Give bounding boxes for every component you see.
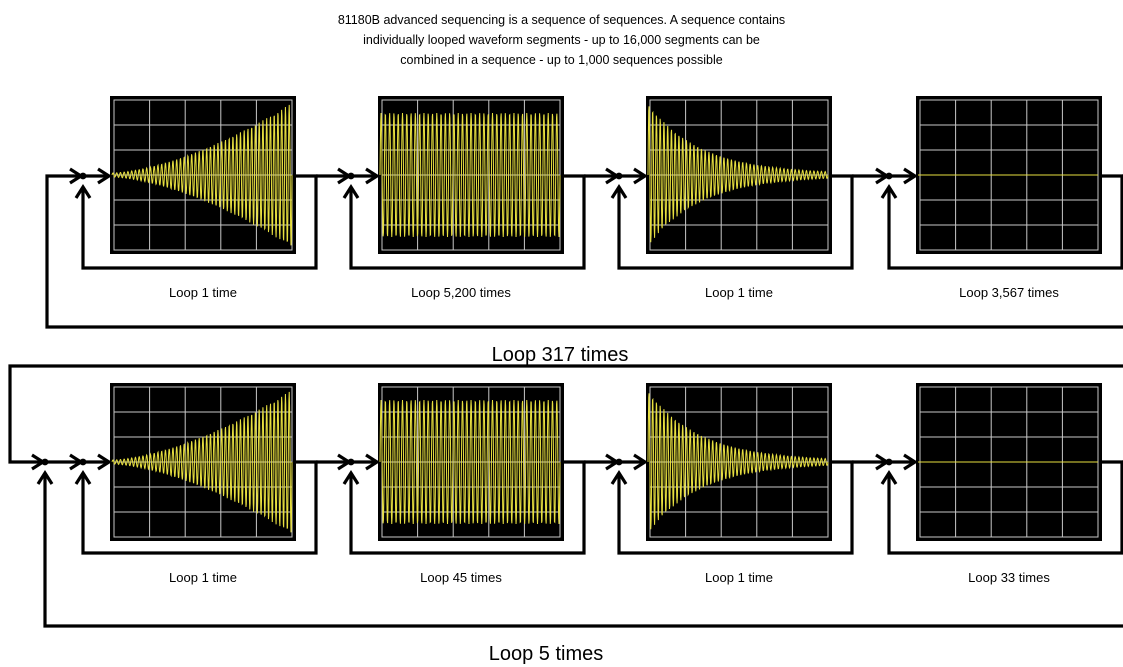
arrow-up [342,470,360,485]
segment-4: Loop 3,567 times [880,96,1123,300]
caption-line-3: combined in a sequence - up to 1,000 seq… [400,53,723,67]
sequence-1: Loop 1 time Loop 5,200 times Loop 1 time Lo… [45,96,1123,366]
arrow-up [36,470,54,485]
diagram-caption: 81180B advanced sequencing is a sequence… [0,10,1123,70]
arrow-right [903,453,918,471]
segment-loop-line [81,460,318,555]
segment-2: Loop 45 times [342,383,586,585]
waveform-trace [111,391,293,533]
segment-loop-label: Loop 33 times [968,570,1050,585]
arrow-right [605,453,620,471]
segment-loop-line [349,174,586,270]
waveform-trace [647,106,829,243]
arrow-up [610,184,628,199]
arrow-up [610,470,628,485]
segment-2: Loop 5,200 times [342,96,586,300]
arrow-right [633,453,648,471]
segment-loop-line [81,174,318,270]
sequence-entry-line [8,364,1123,464]
caption-line-2: individually looped waveform segments - … [363,33,760,47]
sequence-2: Loop 1 time Loop 45 times Loop 1 time Loop … [8,364,1123,665]
arrow-up [880,184,898,199]
arrow-right [97,453,112,471]
arrow-right [365,453,380,471]
segment-3: Loop 1 time [610,383,854,585]
arrow-right [337,167,352,185]
segment-loop-label: Loop 45 times [420,570,502,585]
arrow-up [880,470,898,485]
arrow-right [97,167,112,185]
segment-loop-line [617,174,854,270]
arrow-right [903,167,918,185]
arrow-right [69,453,84,471]
sequence-loop-line [43,474,1123,628]
segment-loop-label: Loop 5,200 times [411,285,511,300]
waveform-trace [379,399,561,525]
arrow-right [633,167,648,185]
segment-1: Loop 1 time [74,383,318,585]
arrow-right [365,167,380,185]
segment-1: Loop 1 time [74,96,318,300]
segment-loop-line [349,460,586,555]
waveform-trace [647,393,829,530]
segment-3: Loop 1 time [610,96,854,300]
sequence-loop-line [45,174,1123,329]
segment-loop-label: Loop 1 time [705,285,773,300]
segment-loop-label: Loop 1 time [705,570,773,585]
arrow-up [74,184,92,199]
arrow-up [342,184,360,199]
arrow-right [337,453,352,471]
arrow-up [74,470,92,485]
waveform-trace [111,104,293,246]
segment-loop-line [887,174,1123,270]
sequence-loop-label: Loop 317 times [492,344,629,366]
sequence-loop-label: Loop 5 times [489,643,604,665]
waveform-trace [379,112,561,238]
segment-loop-line [887,460,1123,555]
arrow-right [69,167,84,185]
arrow-right [875,167,890,185]
segment-4: Loop 33 times [880,383,1123,585]
caption-line-1: 81180B advanced sequencing is a sequence… [337,13,786,27]
arrow-right [605,167,620,185]
segment-loop-label: Loop 1 time [169,570,237,585]
segment-loop-label: Loop 1 time [169,285,237,300]
segment-loop-line [617,460,854,555]
segment-loop-label: Loop 3,567 times [959,285,1059,300]
arrow-right [875,453,890,471]
